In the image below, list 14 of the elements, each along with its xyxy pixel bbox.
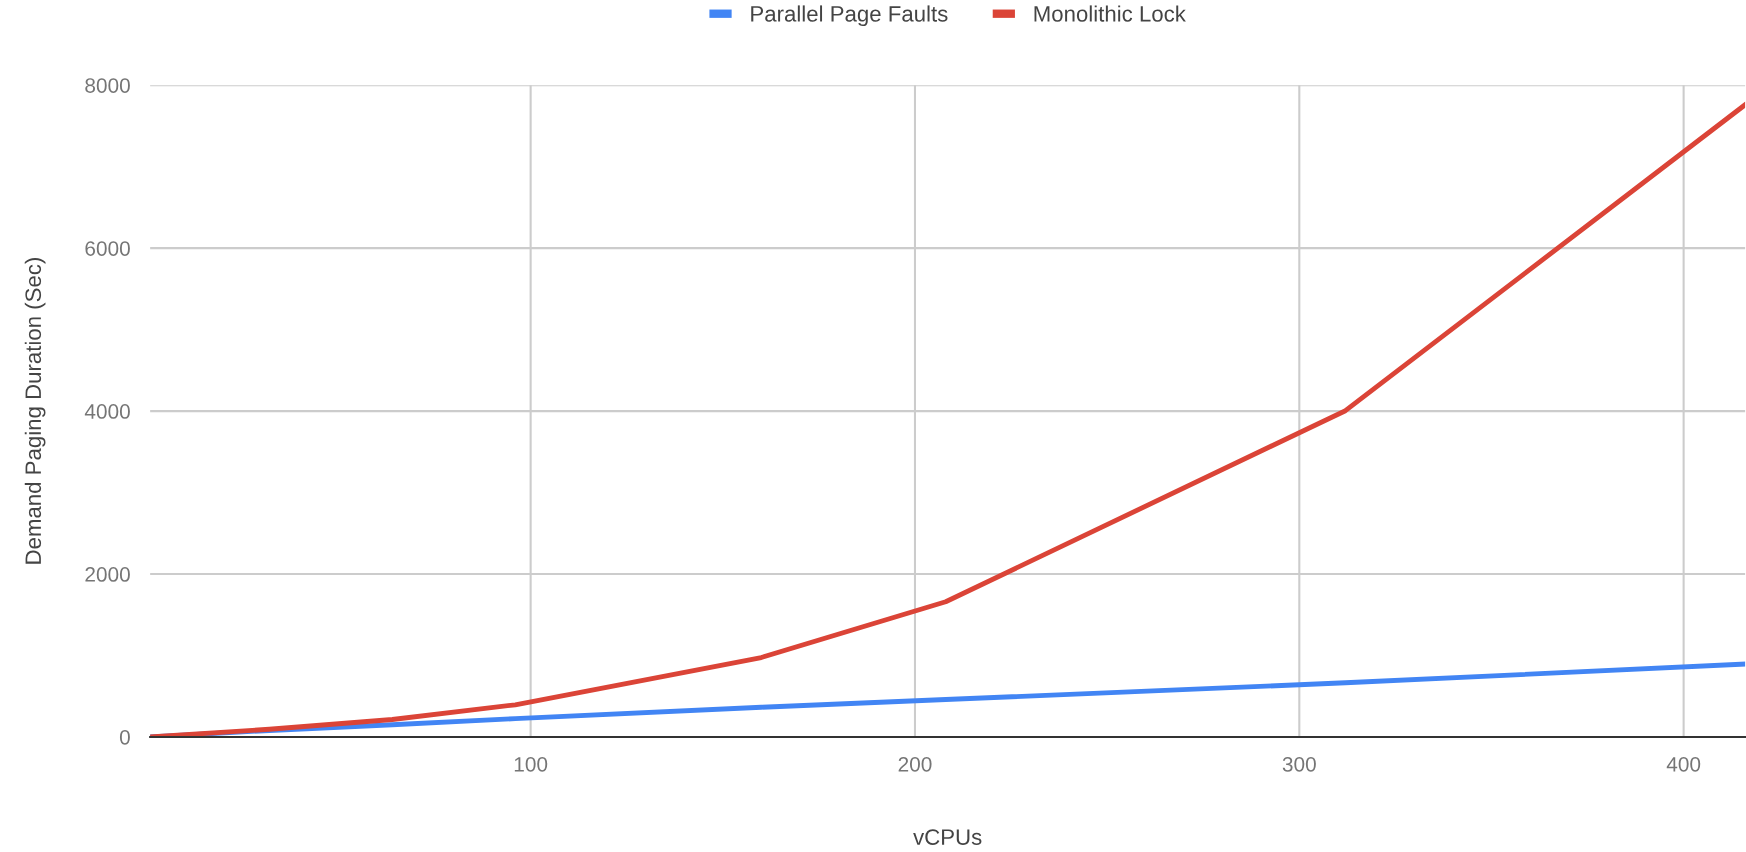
line-series	[150, 102, 1746, 737]
x-tick-label: 400	[1666, 756, 1701, 772]
y-tick-label: 2000	[85, 567, 130, 582]
y-axis-title: Demand Paging Duration (Sec)	[24, 258, 46, 564]
x-tick-label: 300	[1282, 756, 1316, 772]
y-tick-label: 8000	[85, 78, 130, 93]
x-tick-label: 200	[898, 756, 932, 772]
x-axis-title: vCPUs	[913, 829, 982, 845]
x-tick-label: 100	[514, 756, 548, 772]
y-tick-label: 0	[119, 729, 130, 745]
legend-label: Monolithic Lock	[1034, 5, 1186, 22]
y-tick-label: 6000	[85, 241, 130, 256]
y-tick-label: 4000	[84, 404, 130, 419]
legend-label: Parallel Page Faults	[751, 5, 948, 27]
